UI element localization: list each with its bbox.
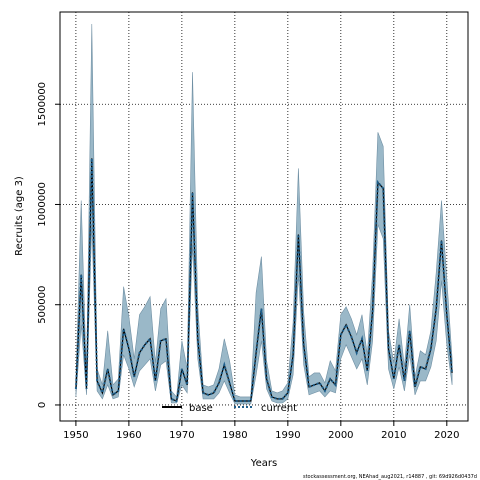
x-tick-label: 2000 [328,430,353,441]
legend-label-current: current [261,403,297,414]
x-tick-label: 1950 [63,430,88,441]
y-axis-title: Recruits (age 3) [14,176,25,256]
x-axis-title: Years [250,458,277,469]
grid-lines [60,12,468,421]
legend-label-base: base [189,403,213,414]
legend: base current [162,403,297,414]
series-line-current [74,158,454,403]
x-tick-label: 1970 [169,430,194,441]
x-tick-label: 1990 [275,430,300,441]
footer-note: stockassessment.org, NEAhad_aug2021, r14… [303,474,477,480]
x-tick-label: 1980 [222,430,247,441]
y-tick-label: 1000000 [37,182,48,227]
x-tick-label: 2020 [434,430,459,441]
x-tick-label: 1960 [116,430,141,441]
x-tick-label: 2010 [381,430,406,441]
y-axis: 0 500000 1000000 1500000 [37,82,60,408]
plot-frame [59,11,469,422]
y-tick-label: 1500000 [37,82,48,127]
y-tick-label: 0 [37,402,48,408]
y-tick-label: 500000 [37,286,48,324]
x-axis: 1950 1960 1970 1980 1990 2000 2010 2020 [63,421,460,441]
